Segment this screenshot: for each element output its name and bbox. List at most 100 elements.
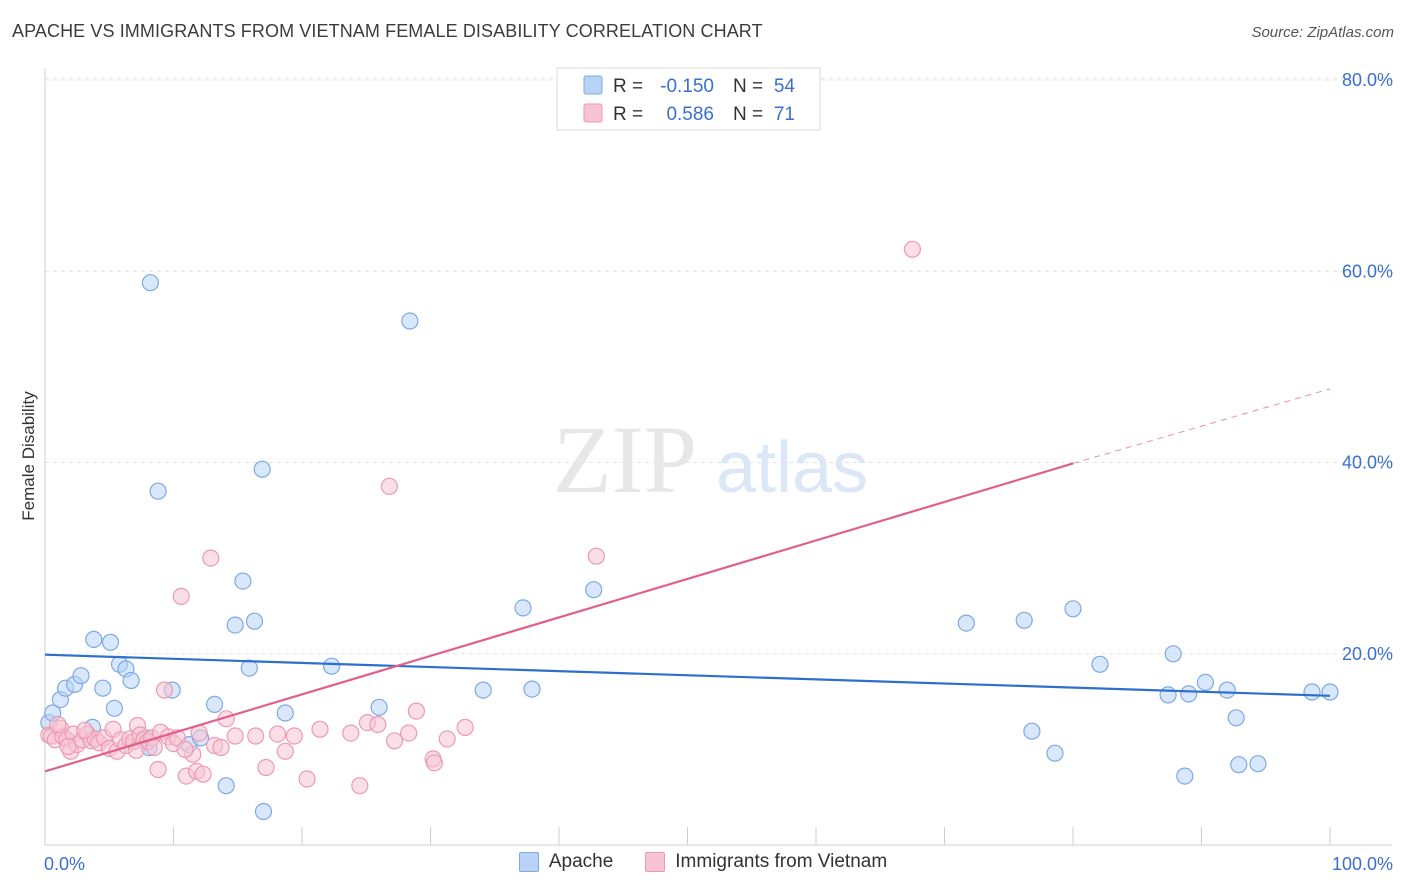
- apache-point: [523, 680, 541, 698]
- apache-point: [94, 679, 112, 697]
- apache-point: [1218, 681, 1236, 699]
- x-tick-labels: 0.0% 100.0%: [44, 854, 1393, 874]
- vietnam-point: [587, 547, 605, 565]
- apache-point: [1180, 685, 1198, 703]
- vietnam-point: [176, 740, 194, 759]
- vietnam-point: [155, 681, 174, 699]
- apache-point: [226, 616, 244, 634]
- apache-point: [149, 482, 167, 500]
- apache-point: [1249, 755, 1267, 773]
- vietnam-point: [247, 727, 265, 745]
- legend-swatch-apache: [583, 75, 603, 95]
- legend-n-value: 54: [774, 76, 796, 97]
- vietnam-point: [342, 724, 360, 742]
- legend-item-vietnam: Immigrants from Vietnam: [645, 851, 887, 873]
- legend-r-label: R =: [613, 76, 643, 97]
- apache-point: [1015, 611, 1033, 629]
- legend-r-value: -0.150: [660, 76, 714, 97]
- vietnam-point: [276, 742, 294, 760]
- apache-point: [122, 671, 140, 690]
- vietnam-point: [194, 765, 212, 783]
- legend-item-apache: Apache: [518, 851, 613, 873]
- apache-trend-line: [44, 653, 1331, 697]
- gridlines: [45, 77, 1392, 655]
- vietnam-point: [212, 738, 230, 757]
- vietnam-point: [425, 754, 443, 772]
- vietnam-point: [49, 715, 67, 734]
- watermark: ZIP atlas: [553, 406, 868, 513]
- apache-point: [401, 312, 419, 330]
- vietnam-point: [380, 477, 398, 495]
- vietnam-point: [407, 702, 425, 720]
- vietnam-point: [172, 587, 190, 606]
- y-axis-label: Female Disability: [19, 391, 38, 521]
- apache-point: [1046, 744, 1064, 762]
- watermark-zip: ZIP: [553, 406, 697, 513]
- vietnam-point: [298, 770, 316, 788]
- apache-point: [1023, 722, 1041, 740]
- apache-point: [1159, 686, 1177, 704]
- watermark-atlas: atlas: [716, 428, 868, 508]
- apache-point: [105, 699, 124, 717]
- apache-point: [1091, 655, 1109, 673]
- apache-point: [72, 667, 90, 685]
- series-vietnam: [40, 240, 922, 795]
- y-tick-label: 60.0%: [1342, 261, 1393, 281]
- apache-point: [1227, 709, 1245, 727]
- y-tick-label: 20.0%: [1342, 644, 1393, 664]
- vietnam-trend-extension: [1072, 388, 1331, 464]
- apache-point: [1164, 645, 1182, 663]
- y-tick-label: 40.0%: [1342, 453, 1393, 473]
- legend-swatch-apache: [518, 852, 539, 872]
- apache-point: [474, 681, 492, 699]
- apache-point: [217, 777, 235, 795]
- apache-point: [234, 572, 252, 590]
- legend-n-value: 71: [774, 104, 795, 125]
- x-tick-label: 0.0%: [44, 854, 85, 874]
- legend-swatch-vietnam: [583, 103, 603, 123]
- vietnam-point: [351, 777, 369, 795]
- vietnam-point: [202, 549, 220, 567]
- vietnam-point: [76, 721, 94, 739]
- apache-point: [585, 581, 603, 599]
- apache-point: [206, 695, 224, 714]
- vietnam-point: [903, 240, 922, 258]
- apache-point: [85, 630, 103, 649]
- apache-point: [141, 274, 159, 292]
- apache-point: [1230, 756, 1248, 774]
- source-label: Source: ZipAtlas.com: [1251, 24, 1394, 41]
- legend-r-label: R =: [613, 104, 643, 125]
- trend-lines: [44, 388, 1331, 773]
- legend-r-value: 0.586: [666, 104, 714, 125]
- apache-point: [323, 657, 341, 675]
- apache-point: [370, 698, 388, 716]
- vietnam-point: [369, 715, 387, 734]
- series-apache: [40, 274, 1339, 821]
- legend-label-vietnam: Immigrants from Vietnam: [675, 851, 888, 872]
- apache-point: [1303, 683, 1321, 701]
- vietnam-point: [269, 725, 287, 743]
- y-tick-label: 80.0%: [1342, 70, 1393, 90]
- apache-point: [245, 612, 264, 630]
- vietnam-point: [145, 738, 163, 757]
- legend-bottom: Apache Immigrants from Vietnam: [0, 851, 1406, 873]
- vietnam-point: [400, 724, 418, 742]
- vietnam-point: [385, 732, 404, 750]
- apache-point: [1196, 673, 1215, 692]
- apache-point: [1064, 600, 1082, 618]
- apache-point: [254, 802, 273, 821]
- vietnam-point: [226, 727, 244, 745]
- apache-point: [240, 659, 258, 677]
- vietnam-point: [257, 758, 275, 777]
- y-tick-labels: 20.0% 40.0% 60.0% 80.0%: [1342, 70, 1393, 664]
- vietnam-point: [149, 760, 167, 779]
- legend-n-label: N =: [733, 76, 763, 97]
- apache-point: [514, 599, 532, 617]
- chart-title: APACHE VS IMMIGRANTS FROM VIETNAM FEMALE…: [12, 21, 763, 41]
- vietnam-point: [438, 730, 456, 748]
- apache-point: [253, 460, 271, 478]
- vietnam-point: [59, 737, 77, 756]
- apache-point: [101, 633, 120, 651]
- apache-point: [276, 704, 294, 722]
